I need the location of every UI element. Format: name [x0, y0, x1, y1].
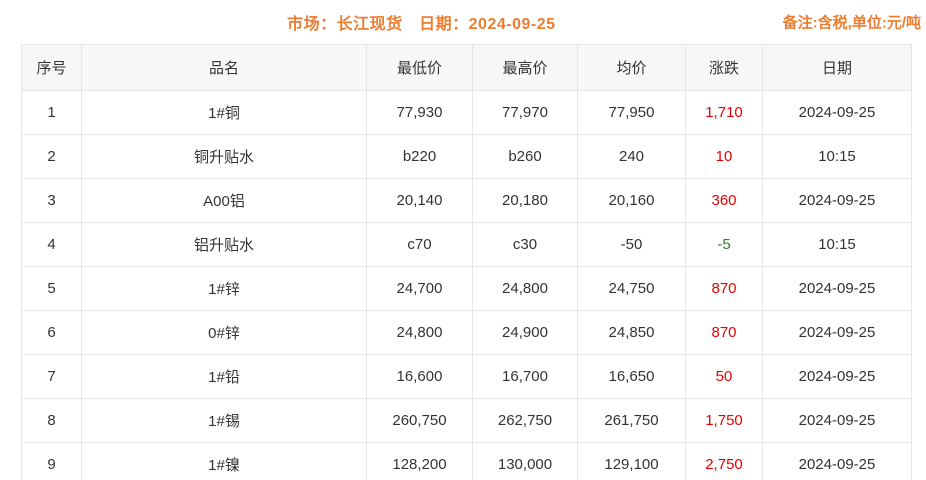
cell-low-price: 16,600: [366, 354, 473, 399]
cell-serial: 4: [21, 222, 82, 267]
cell-date: 2024-09-25: [762, 90, 912, 135]
cell-high-price: 16,700: [472, 354, 578, 399]
cell-avg-price: -50: [577, 222, 686, 267]
cell-date: 2024-09-25: [762, 266, 912, 311]
cell-serial: 1: [21, 90, 82, 135]
table-row: 7 1#铅 16,600 16,700 16,650 50 2024-09-25: [21, 354, 912, 399]
top-bar: 市场：长江现货 日期：2024-09-25 备注:含税,单位:元/吨: [0, 0, 926, 44]
cell-avg-price: 24,850: [577, 310, 686, 355]
cell-date: 2024-09-25: [762, 354, 912, 399]
table-row: 6 0#锌 24,800 24,900 24,850 870 2024-09-2…: [21, 310, 912, 355]
cell-avg-price: 24,750: [577, 266, 686, 311]
cell-date: 10:15: [762, 134, 912, 179]
cell-product-name: 1#镍: [81, 442, 367, 480]
cell-low-price: 128,200: [366, 442, 473, 480]
header-product-name: 品名: [81, 44, 367, 91]
cell-change: 2,750: [685, 442, 763, 480]
table-row: 9 1#镍 128,200 130,000 129,100 2,750 2024…: [21, 442, 912, 480]
header-date: 日期: [762, 44, 912, 91]
cell-date: 2024-09-25: [762, 310, 912, 355]
cell-product-name: 1#锡: [81, 398, 367, 443]
cell-change: 50: [685, 354, 763, 399]
cell-low-price: 24,700: [366, 266, 473, 311]
table-row: 1 1#铜 77,930 77,970 77,950 1,710 2024-09…: [21, 90, 912, 135]
cell-date: 2024-09-25: [762, 442, 912, 480]
cell-high-price: 20,180: [472, 178, 578, 223]
price-table: 序号 品名 最低价 最高价 均价 涨跌 日期 1 1#铜 77,930 77,9…: [21, 44, 912, 480]
table-row: 8 1#锡 260,750 262,750 261,750 1,750 2024…: [21, 398, 912, 443]
cell-serial: 5: [21, 266, 82, 311]
cell-high-price: 262,750: [472, 398, 578, 443]
header-serial: 序号: [21, 44, 82, 91]
cell-change: 1,710: [685, 90, 763, 135]
table-row: 4 铝升贴水 c70 c30 -50 -5 10:15: [21, 222, 912, 267]
header-avg-price: 均价: [577, 44, 686, 91]
cell-serial: 8: [21, 398, 82, 443]
cell-product-name: 铜升贴水: [81, 134, 367, 179]
page-remark: 备注:含税,单位:元/吨: [782, 14, 921, 32]
cell-date: 2024-09-25: [762, 178, 912, 223]
cell-low-price: b220: [366, 134, 473, 179]
cell-low-price: 20,140: [366, 178, 473, 223]
cell-product-name: 1#铅: [81, 354, 367, 399]
cell-high-price: c30: [472, 222, 578, 267]
cell-serial: 2: [21, 134, 82, 179]
cell-serial: 3: [21, 178, 82, 223]
cell-low-price: 77,930: [366, 90, 473, 135]
cell-serial: 9: [21, 442, 82, 480]
cell-high-price: b260: [472, 134, 578, 179]
cell-date: 2024-09-25: [762, 398, 912, 443]
table-row: 3 A00铝 20,140 20,180 20,160 360 2024-09-…: [21, 178, 912, 223]
cell-change: 10: [685, 134, 763, 179]
table-row: 2 铜升贴水 b220 b260 240 10 10:15: [21, 134, 912, 179]
cell-product-name: 1#锌: [81, 266, 367, 311]
cell-avg-price: 77,950: [577, 90, 686, 135]
cell-serial: 6: [21, 310, 82, 355]
table-header: 序号 品名 最低价 最高价 均价 涨跌 日期: [21, 44, 912, 91]
cell-product-name: 铝升贴水: [81, 222, 367, 267]
cell-avg-price: 20,160: [577, 178, 686, 223]
cell-change: 1,750: [685, 398, 763, 443]
header-low-price: 最低价: [366, 44, 473, 91]
cell-change: 360: [685, 178, 763, 223]
cell-avg-price: 129,100: [577, 442, 686, 480]
cell-high-price: 24,800: [472, 266, 578, 311]
cell-date: 10:15: [762, 222, 912, 267]
header-row: 序号 品名 最低价 最高价 均价 涨跌 日期: [21, 44, 912, 91]
table-row: 5 1#锌 24,700 24,800 24,750 870 2024-09-2…: [21, 266, 912, 311]
cell-change: -5: [685, 222, 763, 267]
cell-product-name: 1#铜: [81, 90, 367, 135]
cell-avg-price: 261,750: [577, 398, 686, 443]
header-high-price: 最高价: [472, 44, 578, 91]
cell-avg-price: 240: [577, 134, 686, 179]
cell-change: 870: [685, 310, 763, 355]
cell-high-price: 24,900: [472, 310, 578, 355]
cell-low-price: 260,750: [366, 398, 473, 443]
cell-product-name: A00铝: [81, 178, 367, 223]
cell-avg-price: 16,650: [577, 354, 686, 399]
cell-low-price: c70: [366, 222, 473, 267]
cell-serial: 7: [21, 354, 82, 399]
cell-product-name: 0#锌: [81, 310, 367, 355]
cell-high-price: 130,000: [472, 442, 578, 480]
cell-low-price: 24,800: [366, 310, 473, 355]
page-title: 市场：长江现货 日期：2024-09-25: [287, 16, 556, 33]
header-change: 涨跌: [685, 44, 763, 91]
table-body: 1 1#铜 77,930 77,970 77,950 1,710 2024-09…: [21, 90, 912, 480]
cell-high-price: 77,970: [472, 90, 578, 135]
cell-change: 870: [685, 266, 763, 311]
